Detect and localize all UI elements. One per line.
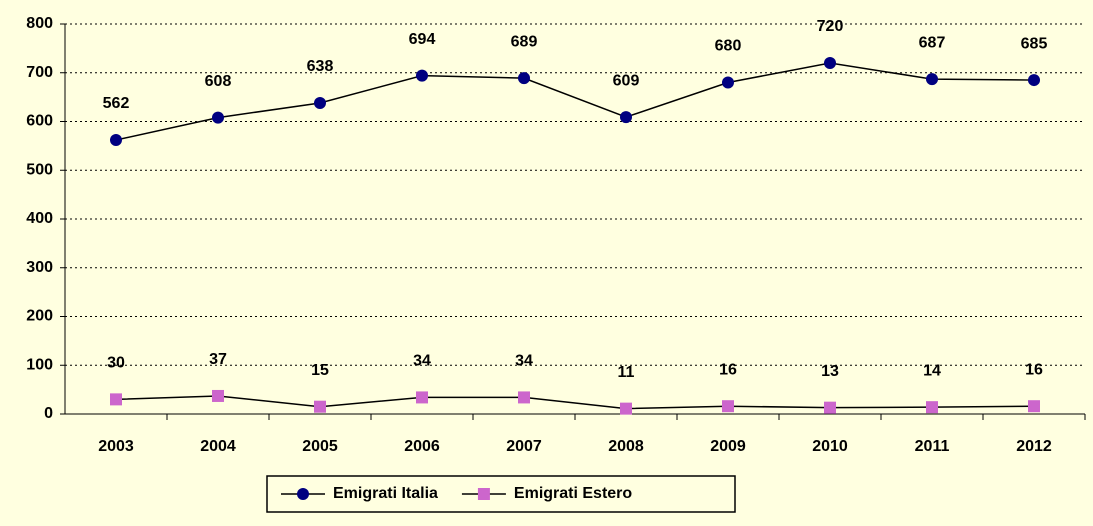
marker: [926, 73, 938, 86]
data-label: 16: [1025, 361, 1043, 378]
data-label: 34: [515, 353, 533, 370]
series-line: [115, 62, 1035, 141]
data-label: 14: [923, 362, 941, 379]
marker: [1028, 74, 1040, 87]
data-label: 685: [1021, 35, 1048, 52]
marker: [620, 111, 632, 124]
marker: [824, 57, 836, 69]
x-tick-label: 2009: [710, 438, 746, 455]
marker: [110, 134, 122, 147]
marker: [416, 69, 428, 82]
data-label: 680: [715, 38, 742, 55]
marker: [722, 400, 734, 413]
x-tick-label: 2004: [200, 438, 236, 455]
y-tick-label: 200: [26, 308, 53, 325]
y-tick-label: 600: [26, 113, 53, 130]
data-label: 608: [205, 73, 232, 90]
y-tick-label: 300: [26, 259, 53, 276]
data-label: 15: [311, 362, 329, 379]
data-label: 694: [409, 31, 436, 48]
marker: [212, 389, 224, 402]
y-tick-label: 700: [26, 64, 53, 81]
x-tick-label: 2008: [608, 438, 644, 455]
data-label: 30: [107, 355, 125, 372]
legend-marker: [297, 488, 309, 500]
y-tick-label: 500: [26, 161, 53, 178]
x-tick-label: 2005: [302, 438, 338, 455]
x-tick-label: 2012: [1016, 438, 1052, 455]
y-tick-label: 400: [26, 210, 53, 227]
data-label: 687: [919, 34, 946, 51]
marker: [1028, 400, 1040, 413]
marker: [314, 96, 326, 109]
legend-label: Emigrati Estero: [514, 485, 632, 502]
y-tick-label: 800: [26, 15, 53, 32]
y-tick-label: 0: [44, 405, 53, 422]
data-label: 37: [209, 351, 227, 368]
data-label: 562: [103, 95, 130, 112]
x-tick-label: 2010: [812, 438, 848, 455]
marker: [620, 402, 632, 415]
marker: [518, 72, 530, 85]
data-label: 720: [817, 18, 844, 35]
data-label: 16: [719, 361, 737, 378]
data-label: 689: [511, 33, 538, 50]
x-tick-label: 2003: [98, 438, 134, 455]
legend-marker: [477, 488, 490, 500]
data-label: 11: [618, 364, 635, 381]
data-label: 34: [413, 353, 431, 370]
series-line: [115, 395, 1035, 410]
y-tick-label: 100: [26, 356, 53, 373]
marker: [212, 111, 224, 124]
marker: [518, 391, 530, 404]
data-label: 638: [307, 58, 334, 75]
data-label: 609: [613, 72, 640, 89]
marker: [110, 393, 122, 406]
marker: [314, 400, 326, 413]
marker: [824, 401, 836, 414]
marker: [722, 76, 734, 89]
marker: [926, 401, 938, 414]
x-tick-label: 2011: [915, 438, 950, 455]
x-tick-label: 2007: [506, 438, 542, 455]
x-tick-label: 2006: [404, 438, 440, 455]
data-label: 13: [821, 363, 839, 380]
legend-label: Emigrati Italia: [333, 485, 438, 502]
marker: [416, 391, 428, 404]
